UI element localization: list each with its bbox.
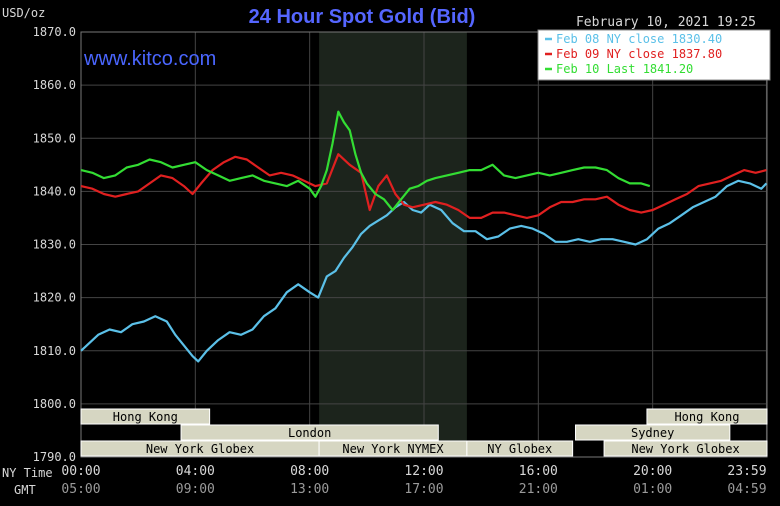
- x-tick-label-ny: 20:00: [633, 464, 672, 479]
- y-tick-label: 1790.0: [33, 450, 76, 464]
- gmt-row-label: GMT: [14, 483, 36, 497]
- x-tick-label-ny: 16:00: [519, 464, 558, 479]
- session-bar-label: Hong Kong: [674, 410, 739, 424]
- x-tick-label-ny: 23:59: [727, 464, 766, 479]
- x-tick-label-ny: 12:00: [404, 464, 443, 479]
- x-tick-label-gmt: 05:00: [61, 482, 100, 497]
- chart-datetime: February 10, 2021 19:25: [576, 15, 756, 30]
- x-axis-ticks: 00:00 05:00 04:00 09:00 08:00 13:00 12:00 17:00…: [61, 464, 766, 497]
- session-bar-label: NY Globex: [487, 442, 552, 456]
- session-bar: [80, 408, 211, 425]
- session-bar-label: Sydney: [631, 426, 674, 440]
- ny-time-row-label: NY Time: [2, 466, 53, 480]
- session-bar: [180, 424, 439, 441]
- chart-title: 24 Hour Spot Gold (Bid): [249, 6, 476, 28]
- y-tick-label: 1820.0: [33, 291, 76, 305]
- x-tick-label-gmt: 09:00: [176, 482, 215, 497]
- y-tick-label: 1850.0: [33, 131, 76, 145]
- legend-box: [537, 29, 771, 81]
- y-tick-label: 1840.0: [33, 184, 76, 198]
- session-bars: Hong Kong Hong Kong London Sydney New York G…: [80, 408, 768, 457]
- session-bar-label: New York Globex: [146, 442, 254, 456]
- y-tick-label: 1800.0: [33, 397, 76, 411]
- y-tick-label: 1810.0: [33, 344, 76, 358]
- session-bar: [603, 440, 768, 457]
- y-tick-label: 1870.0: [33, 25, 76, 39]
- session-bar-label: New York Globex: [631, 442, 739, 456]
- legend-entry: Feb 08 NY close 1830.40: [556, 32, 722, 46]
- x-tick-label-ny: 04:00: [176, 464, 215, 479]
- x-tick-label-ny: 00:00: [61, 464, 100, 479]
- series-line-1: [80, 153, 767, 219]
- session-bar-label: Hong Kong: [113, 410, 178, 424]
- plot-border: [80, 31, 768, 458]
- series-line-0: [80, 179, 768, 363]
- y-tick-label: 1860.0: [33, 78, 76, 92]
- legend-entry: Feb 09 NY close 1837.80: [556, 47, 722, 61]
- y-tick-label: 1830.0: [33, 238, 76, 252]
- x-tick-label-gmt: 01:00: [633, 482, 672, 497]
- x-tick-label-gmt: 13:00: [290, 482, 329, 497]
- session-bar: [466, 440, 574, 457]
- session-bar: [574, 424, 731, 441]
- x-tick-label-ny: 08:00: [290, 464, 329, 479]
- legend-entry: Feb 10 Last 1841.20: [556, 62, 693, 76]
- x-tick-label-gmt: 21:00: [519, 482, 558, 497]
- session-bar: [646, 408, 768, 425]
- y-axis-ticks: 1870.0 1860.0 1850.0 1840.0 1830.0 1820.0 1810…: [33, 25, 76, 464]
- session-bar-label: London: [288, 426, 331, 440]
- series-line-2: [80, 110, 651, 212]
- session-bar-label: New York NYMEX: [342, 442, 444, 456]
- site-watermark: www.kitco.com: [83, 48, 216, 70]
- x-tick-label-gmt: 17:00: [404, 482, 443, 497]
- y-axis-unit: USD/oz: [2, 6, 45, 20]
- x-tick-label-gmt: 04:59: [727, 482, 766, 497]
- series-layer: [80, 110, 768, 363]
